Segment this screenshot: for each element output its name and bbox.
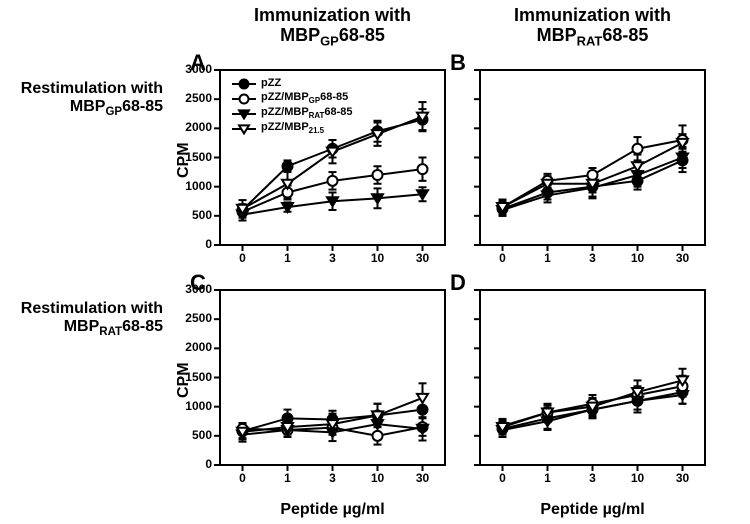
legend-label: pZZ: [261, 76, 281, 91]
y-tick-label: 2000: [185, 340, 212, 354]
y-axis-label: CPM: [175, 142, 193, 178]
x-tick-label: 30: [411, 471, 435, 485]
y-tick-label: 500: [192, 428, 212, 442]
legend-label: pZZ/MBP21.5: [261, 120, 324, 137]
x-tick-label: 30: [411, 251, 435, 265]
x-tick-label: 0: [491, 471, 515, 485]
y-axis-label: CPM: [175, 362, 193, 398]
panel-B: B: [480, 70, 705, 245]
column-title: Immunization withMBPRAT68-85: [483, 6, 703, 49]
legend-marker-icon: [232, 78, 256, 90]
x-tick-label: 0: [491, 251, 515, 265]
legend: pZZpZZ/MBPGP68-85pZZ/MBPRAT68-85pZZ/MBP2…: [232, 76, 352, 136]
x-tick-label: 3: [581, 251, 605, 265]
x-tick-label: 0: [231, 251, 255, 265]
panel-C: C: [220, 290, 445, 465]
y-tick-label: 0: [205, 237, 212, 251]
x-tick-label: 3: [321, 471, 345, 485]
row-title: Restimulation withMBPRAT68-85: [8, 300, 163, 340]
x-tick-label: 10: [626, 251, 650, 265]
x-tick-label: 10: [366, 251, 390, 265]
y-tick-label: 500: [192, 208, 212, 222]
y-tick-label: 3000: [185, 282, 212, 296]
legend-item: pZZ/MBPRAT68-85: [232, 106, 352, 121]
x-tick-label: 10: [366, 471, 390, 485]
y-tick-label: 3000: [185, 62, 212, 76]
legend-item: pZZ/MBP21.5: [232, 121, 352, 136]
x-tick-label: 3: [321, 251, 345, 265]
legend-item: pZZ/MBPGP68-85: [232, 91, 352, 106]
x-tick-label: 1: [536, 471, 560, 485]
legend-marker-icon: [232, 123, 256, 135]
x-axis-label: Peptide µg/ml: [480, 501, 705, 519]
x-axis-label: Peptide µg/ml: [220, 501, 445, 519]
x-tick-label: 30: [671, 251, 695, 265]
x-tick-label: 3: [581, 471, 605, 485]
y-tick-label: 1000: [185, 399, 212, 413]
x-tick-label: 1: [276, 471, 300, 485]
x-tick-label: 1: [536, 251, 560, 265]
y-tick-label: 0: [205, 457, 212, 471]
x-tick-label: 0: [231, 471, 255, 485]
legend-marker-icon: [232, 93, 256, 105]
column-title: Immunization withMBPGP68-85: [223, 6, 443, 49]
y-tick-label: 2500: [185, 91, 212, 105]
y-tick-label: 1000: [185, 179, 212, 193]
legend-marker-icon: [232, 108, 256, 120]
y-tick-label: 2000: [185, 120, 212, 134]
legend-item: pZZ: [232, 76, 352, 91]
x-tick-label: 1: [276, 251, 300, 265]
panel-D: D: [480, 290, 705, 465]
y-tick-label: 2500: [185, 311, 212, 325]
x-tick-label: 30: [671, 471, 695, 485]
row-title: Restimulation withMBPGP68-85: [8, 80, 163, 120]
x-tick-label: 10: [626, 471, 650, 485]
